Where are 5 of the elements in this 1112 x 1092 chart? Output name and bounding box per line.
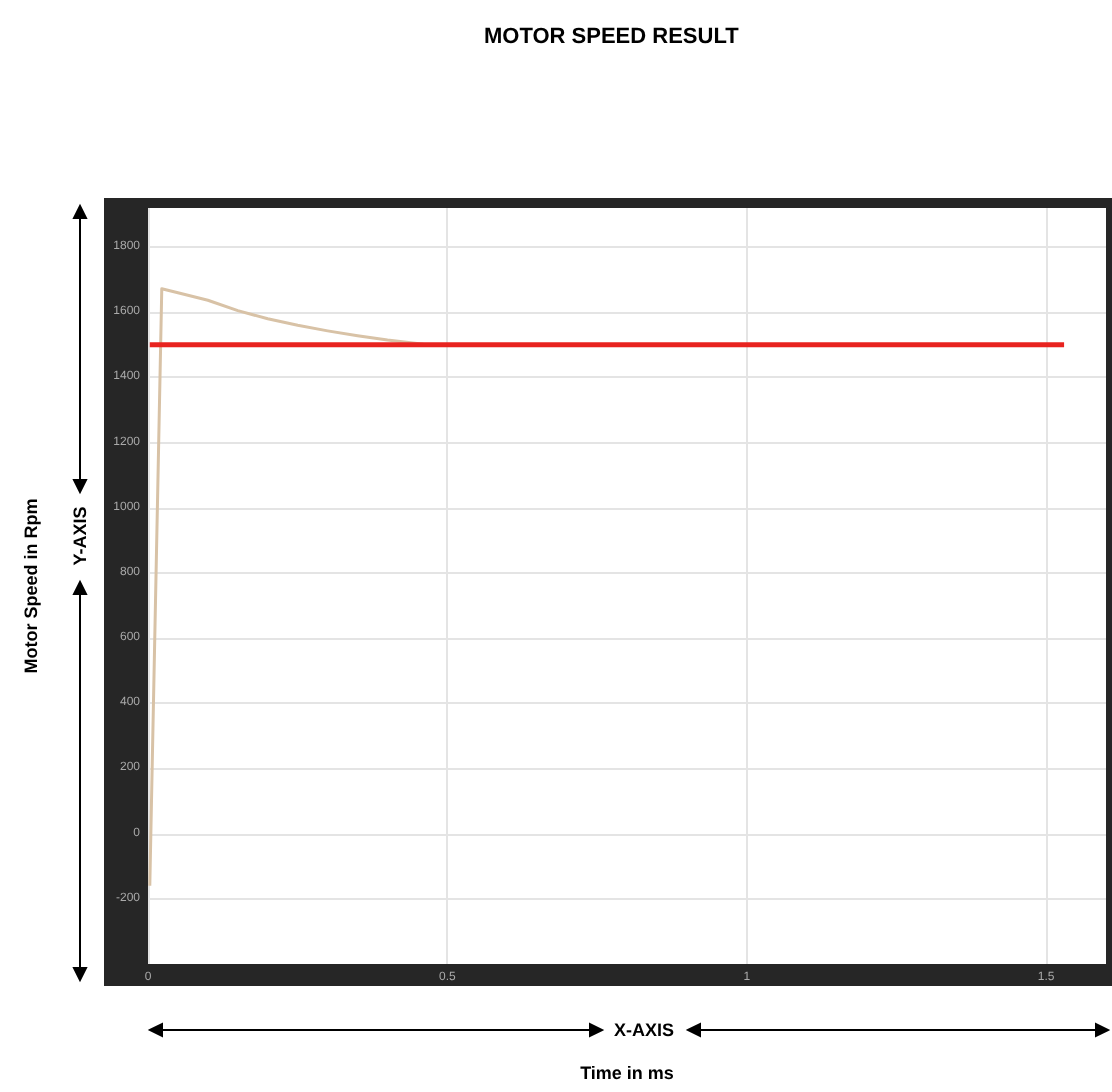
text: X-AXIS: [613, 1020, 675, 1040]
x-axis-title: Time in ms: [580, 1063, 674, 1083]
text: Y-AXIS: [70, 506, 90, 566]
y-axis-title: Motor Speed in Rpm: [21, 498, 41, 674]
chart-title: MOTOR SPEED RESULT: [484, 25, 740, 49]
